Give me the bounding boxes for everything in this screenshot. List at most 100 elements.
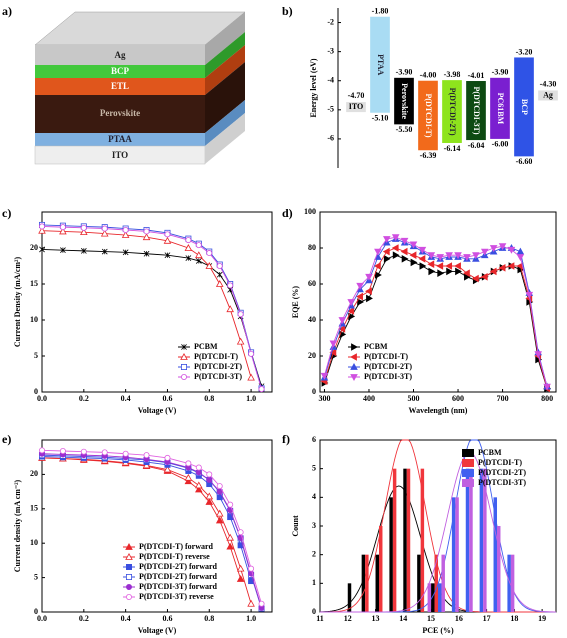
x-tick-label: 0.8 [204, 614, 214, 623]
marker [184, 473, 193, 481]
energy-bar [370, 16, 390, 113]
marker [180, 363, 187, 370]
marker [427, 260, 435, 268]
y-tick-label: 20 [308, 351, 316, 360]
y-tick-label: 15 [30, 504, 38, 513]
bar-value: -3.20 [516, 47, 533, 56]
y-tick-label: 2 [312, 549, 316, 558]
marker [247, 373, 255, 381]
hist-bar [483, 468, 487, 612]
energy-bar [418, 80, 438, 151]
marker [143, 228, 150, 235]
y-tick-label: -6 [327, 134, 334, 143]
hist-bar [455, 497, 459, 612]
panel-label: e) [2, 432, 11, 446]
hist-bar [507, 554, 511, 612]
marker [216, 271, 223, 278]
hist-bar [417, 554, 421, 612]
y-tick-label: 10 [30, 315, 38, 324]
level-name: ITO [349, 102, 364, 111]
y-tick-label: 1 [312, 578, 316, 587]
marker [163, 236, 172, 244]
marker [227, 282, 234, 289]
hist-bar [434, 554, 438, 612]
x-tick-label: 1.0 [246, 614, 256, 623]
side-etl [205, 45, 245, 95]
y-axis-title: Current Density (mA/cm²) [13, 257, 22, 348]
marker [258, 600, 265, 607]
marker [121, 231, 130, 238]
bar-name: PTAA [376, 54, 385, 75]
y-tick-label: 20 [30, 469, 38, 478]
marker [226, 305, 234, 313]
legend-swatch [462, 469, 474, 477]
hist-bar [406, 468, 411, 612]
legend-label: P(DTCDI-3T) [194, 372, 242, 381]
marker [142, 233, 151, 241]
marker [206, 250, 213, 257]
marker [205, 262, 214, 269]
marker [454, 262, 461, 270]
y-axis-title: Count [291, 515, 300, 537]
marker [471, 274, 479, 283]
marker [39, 447, 46, 454]
side-bcp [205, 32, 245, 78]
panel-label: c) [2, 206, 11, 220]
marker [366, 294, 373, 303]
x-tick-label: 800 [541, 394, 553, 403]
hist-bar [427, 583, 432, 612]
series-line [41, 457, 252, 604]
x-tick-label: 0.0 [37, 614, 47, 623]
y-tick-label: -5 [327, 105, 334, 114]
legend-swatch [462, 459, 474, 467]
y-tick-label: 5 [34, 351, 38, 360]
marker [206, 476, 213, 483]
legend-label: P(DTCDI-3T) [478, 478, 526, 487]
marker [445, 252, 453, 260]
marker [80, 228, 88, 236]
marker [248, 565, 255, 572]
panel-label: b) [282, 4, 293, 18]
x-tick-label: 0.4 [121, 614, 131, 623]
marker [59, 224, 66, 231]
marker [409, 251, 417, 259]
y-tick-label: 4 [312, 492, 316, 501]
marker [236, 564, 245, 572]
level-name: Ag [543, 90, 553, 99]
layer-bcp [35, 65, 205, 78]
marker [122, 450, 129, 457]
marker [329, 348, 337, 357]
x-axis-title: Wavelength (nm) [409, 406, 468, 415]
hist-bar [347, 583, 352, 612]
y-tick-label: -4 [327, 76, 334, 85]
marker [226, 542, 234, 550]
marker [237, 311, 244, 318]
marker [350, 374, 358, 381]
marker [101, 225, 108, 232]
marker [125, 543, 133, 550]
x-tick-label: 700 [497, 394, 509, 403]
marker [215, 280, 224, 287]
legend-swatch [462, 479, 474, 487]
y-tick-label: 6 [312, 435, 316, 444]
marker [195, 481, 203, 489]
marker [480, 273, 488, 281]
marker [59, 448, 66, 455]
layer-ag [35, 45, 205, 65]
hist-bar [493, 497, 497, 612]
x-tick-label: 300 [318, 394, 330, 403]
x-tick-label: 0.2 [79, 614, 89, 623]
marker [38, 226, 46, 234]
marker [410, 258, 418, 267]
x-tick-label: 12 [344, 614, 352, 623]
marker [125, 553, 133, 560]
layer-label: Perovskite [100, 108, 140, 118]
marker [195, 485, 203, 493]
marker [180, 353, 188, 360]
marker [534, 351, 542, 359]
marker [489, 245, 498, 252]
y-tick-label: 80 [308, 243, 316, 252]
hist-bar [403, 468, 407, 612]
hist-bar [365, 554, 369, 612]
y-tick-label: -3 [327, 46, 334, 55]
